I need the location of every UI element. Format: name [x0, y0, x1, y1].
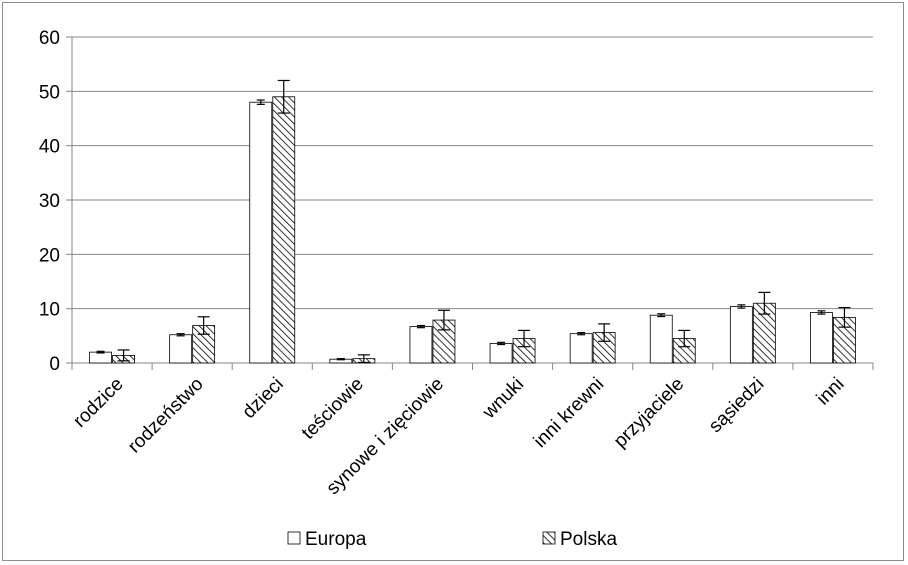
bar-europa	[89, 351, 112, 364]
category-label: dzieci	[239, 374, 288, 423]
bar-europa	[249, 101, 273, 364]
bar-europa	[810, 312, 833, 364]
bar-europa	[409, 326, 433, 364]
y-tick-label: 20	[39, 245, 60, 266]
y-axis: 0 10 20 30 40 50 60	[39, 28, 73, 375]
y-tick-label: 40	[39, 137, 60, 158]
bar-europa	[569, 333, 593, 364]
bar-polska	[272, 96, 296, 364]
legend: Europa Polska	[287, 529, 617, 550]
legend-swatch-polska	[542, 531, 556, 545]
error-bars	[96, 79, 851, 364]
bar-europa	[649, 314, 673, 364]
gridlines	[72, 36, 873, 310]
bar-europa	[489, 343, 513, 364]
y-tick-label: 30	[39, 191, 60, 212]
legend-swatch-europa	[287, 531, 301, 545]
bars	[89, 96, 856, 364]
bar-europa	[169, 334, 193, 364]
category-label: wnuki	[478, 374, 528, 424]
y-tick-label: 10	[39, 300, 60, 321]
category-label: sąsiedzi	[705, 374, 768, 437]
category-label: rodzeństwo	[124, 374, 208, 458]
y-tick-label: 50	[39, 82, 60, 103]
y-tick-label: 0	[49, 354, 60, 375]
category-label: rodzice	[69, 374, 127, 432]
category-label: przyjaciele	[610, 374, 688, 452]
y-tick-label: 60	[39, 28, 60, 49]
x-axis	[71, 362, 874, 370]
category-label: inni krewni	[530, 374, 608, 452]
legend-label-europa: Europa	[305, 529, 367, 550]
category-label: teściowie	[298, 374, 368, 444]
category-label: inni	[813, 374, 849, 410]
legend-label-polska: Polska	[560, 529, 617, 550]
bar-europa	[729, 306, 753, 364]
